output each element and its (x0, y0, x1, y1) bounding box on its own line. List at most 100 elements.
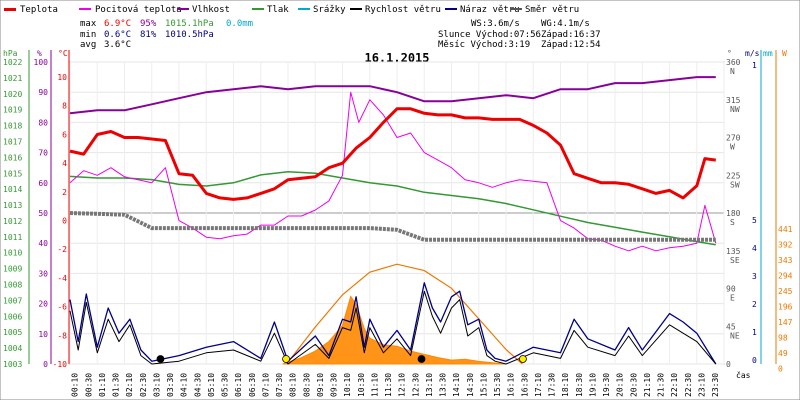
tick-label-w: 49 (778, 349, 788, 358)
time-tick-label: 18:10 (561, 373, 570, 397)
tick-label-deg: 0 (726, 360, 731, 369)
legend-label-smer: Směr větru (525, 5, 579, 15)
time-tick-label: 22:10 (670, 373, 679, 397)
x-axis-label: čas (736, 370, 751, 380)
stat-max-label: max (80, 19, 97, 29)
time-tick-label: 20:30 (629, 373, 638, 397)
time-tick-label: 07:10 (261, 373, 270, 397)
tick-label-deg: 180 (726, 209, 741, 218)
tick-label-hpa: 1015 (3, 169, 22, 178)
tick-label-dir: NE (730, 331, 740, 340)
tick-label-ms: 3 (752, 272, 757, 281)
time-tick-label: 02:10 (125, 373, 134, 397)
gust-line (69, 282, 717, 365)
tick-label-hpa: 1012 (3, 217, 22, 226)
time-tick-label: 07:30 (275, 373, 284, 397)
time-tick-label: 15:30 (493, 373, 502, 397)
stat-avg-temp: 3.6°C (104, 40, 131, 50)
wind-direction-line (69, 211, 716, 242)
tick-label-hpa: 1020 (3, 90, 22, 99)
tick-label-w: 392 (778, 241, 793, 250)
stat-min-hum: 81% (140, 30, 157, 40)
tick-label-dir: NW (730, 105, 740, 114)
axis-title-w: W (782, 49, 787, 58)
stat-max-hum: 95% (140, 19, 157, 29)
solar-theory-line (286, 263, 523, 365)
legend-swatch-rychlost (350, 8, 362, 10)
tick-label-pct: 40 (38, 239, 48, 248)
time-tick-label: 23:30 (711, 373, 720, 397)
time-tick-label: 14:30 (466, 373, 475, 397)
tick-label-hpa: 1017 (3, 137, 22, 146)
legend-label-pocitova: Pocitová teplota (95, 5, 182, 15)
windchill-line (69, 91, 717, 252)
tick-label-ms: 2 (752, 300, 757, 309)
tick-label-pct: 100 (34, 58, 49, 67)
line-series (69, 76, 717, 365)
wind-speed-line (69, 290, 717, 365)
tick-label-hpa: 1018 (3, 122, 22, 131)
legend-swatch-pocitova (79, 8, 91, 10)
stat-max-press: 1015.1hPa (165, 19, 214, 29)
legend-label-rychlost: Rychlost větru (365, 5, 441, 15)
time-tick-label: 16:30 (520, 373, 529, 397)
legend-label-teplota: Teplota (20, 5, 58, 15)
time-tick-label: 16:10 (507, 373, 516, 397)
legend-swatch-srazky (298, 8, 310, 10)
grid (69, 61, 725, 365)
time-tick-label: 13:10 (425, 373, 434, 397)
time-tick-label: 09:10 (316, 373, 325, 397)
axis-title-ms: m/s (745, 49, 760, 58)
tick-label-deg: 315 (726, 96, 741, 105)
time-tick-label: 05:30 (221, 373, 230, 397)
stats-block: max 6.9°C 95% 1015.1hPa 0.0mm min 0.6°C … (80, 19, 601, 50)
time-tick-label: 18:30 (575, 373, 584, 397)
stat-sun: Slunce Východ:07:56 (438, 30, 541, 40)
tick-label-c: -8 (57, 331, 67, 340)
tick-label-dir: E (730, 294, 735, 303)
stat-sun-set: Západ:16:37 (541, 30, 601, 40)
tick-label-hpa: 1009 (3, 265, 22, 274)
stat-max-rain: 0.0mm (226, 19, 253, 29)
tick-label-hpa: 1022 (3, 58, 22, 67)
tick-label-dir: W (730, 143, 735, 152)
tick-label-dir: N (730, 67, 735, 76)
tick-label-w: 196 (778, 303, 793, 312)
time-tick-label: 05:10 (207, 373, 216, 397)
stat-moon: Měsíc Východ:3:19 (438, 40, 530, 50)
tick-label-hpa: 1021 (3, 74, 22, 83)
legend-label-vlhkost: Vlhkost (192, 5, 230, 15)
stat-avg-label: avg (80, 40, 96, 50)
axis-title-mm: mm (763, 49, 773, 58)
temperature-line (69, 107, 717, 201)
time-tick-label: 22:30 (684, 373, 693, 397)
time-tick-label: 00:30 (84, 373, 93, 397)
time-tick-label: 08:10 (289, 373, 298, 397)
stat-wg: WG:4.1m/s (541, 19, 590, 29)
tick-label-deg: 225 (726, 171, 741, 180)
legend-swatch-tlak (252, 8, 264, 10)
tick-label-pct: 50 (38, 209, 48, 218)
time-tick-label: 15:10 (479, 373, 488, 397)
axis-title-c: °C (58, 49, 68, 58)
time-tick-label: 23:10 (697, 373, 706, 397)
tick-label-c: 10 (57, 73, 67, 82)
stat-moon-set: Západ:12:54 (541, 40, 601, 50)
tick-label-c: 6 (62, 130, 67, 139)
tick-label-pct: 0 (43, 360, 48, 369)
tick-label-w: 147 (778, 318, 793, 327)
time-tick-label: 12:30 (411, 373, 420, 397)
time-tick-label: 03:30 (166, 373, 175, 397)
wind-direction-series (69, 211, 716, 242)
time-tick-label: 09:30 (330, 373, 339, 397)
tick-label-deg: 270 (726, 134, 741, 143)
time-tick-label: 11:10 (370, 373, 379, 397)
tick-label-c: -6 (57, 303, 67, 312)
legend-label-tlak: Tlak (267, 5, 289, 15)
stat-min-temp: 0.6°C (104, 30, 131, 40)
legend-label-srazky: Srážky (313, 5, 346, 15)
sunset-marker (518, 355, 527, 363)
tick-label-c: -2 (57, 245, 67, 254)
legend-swatch-teplota (4, 8, 16, 11)
